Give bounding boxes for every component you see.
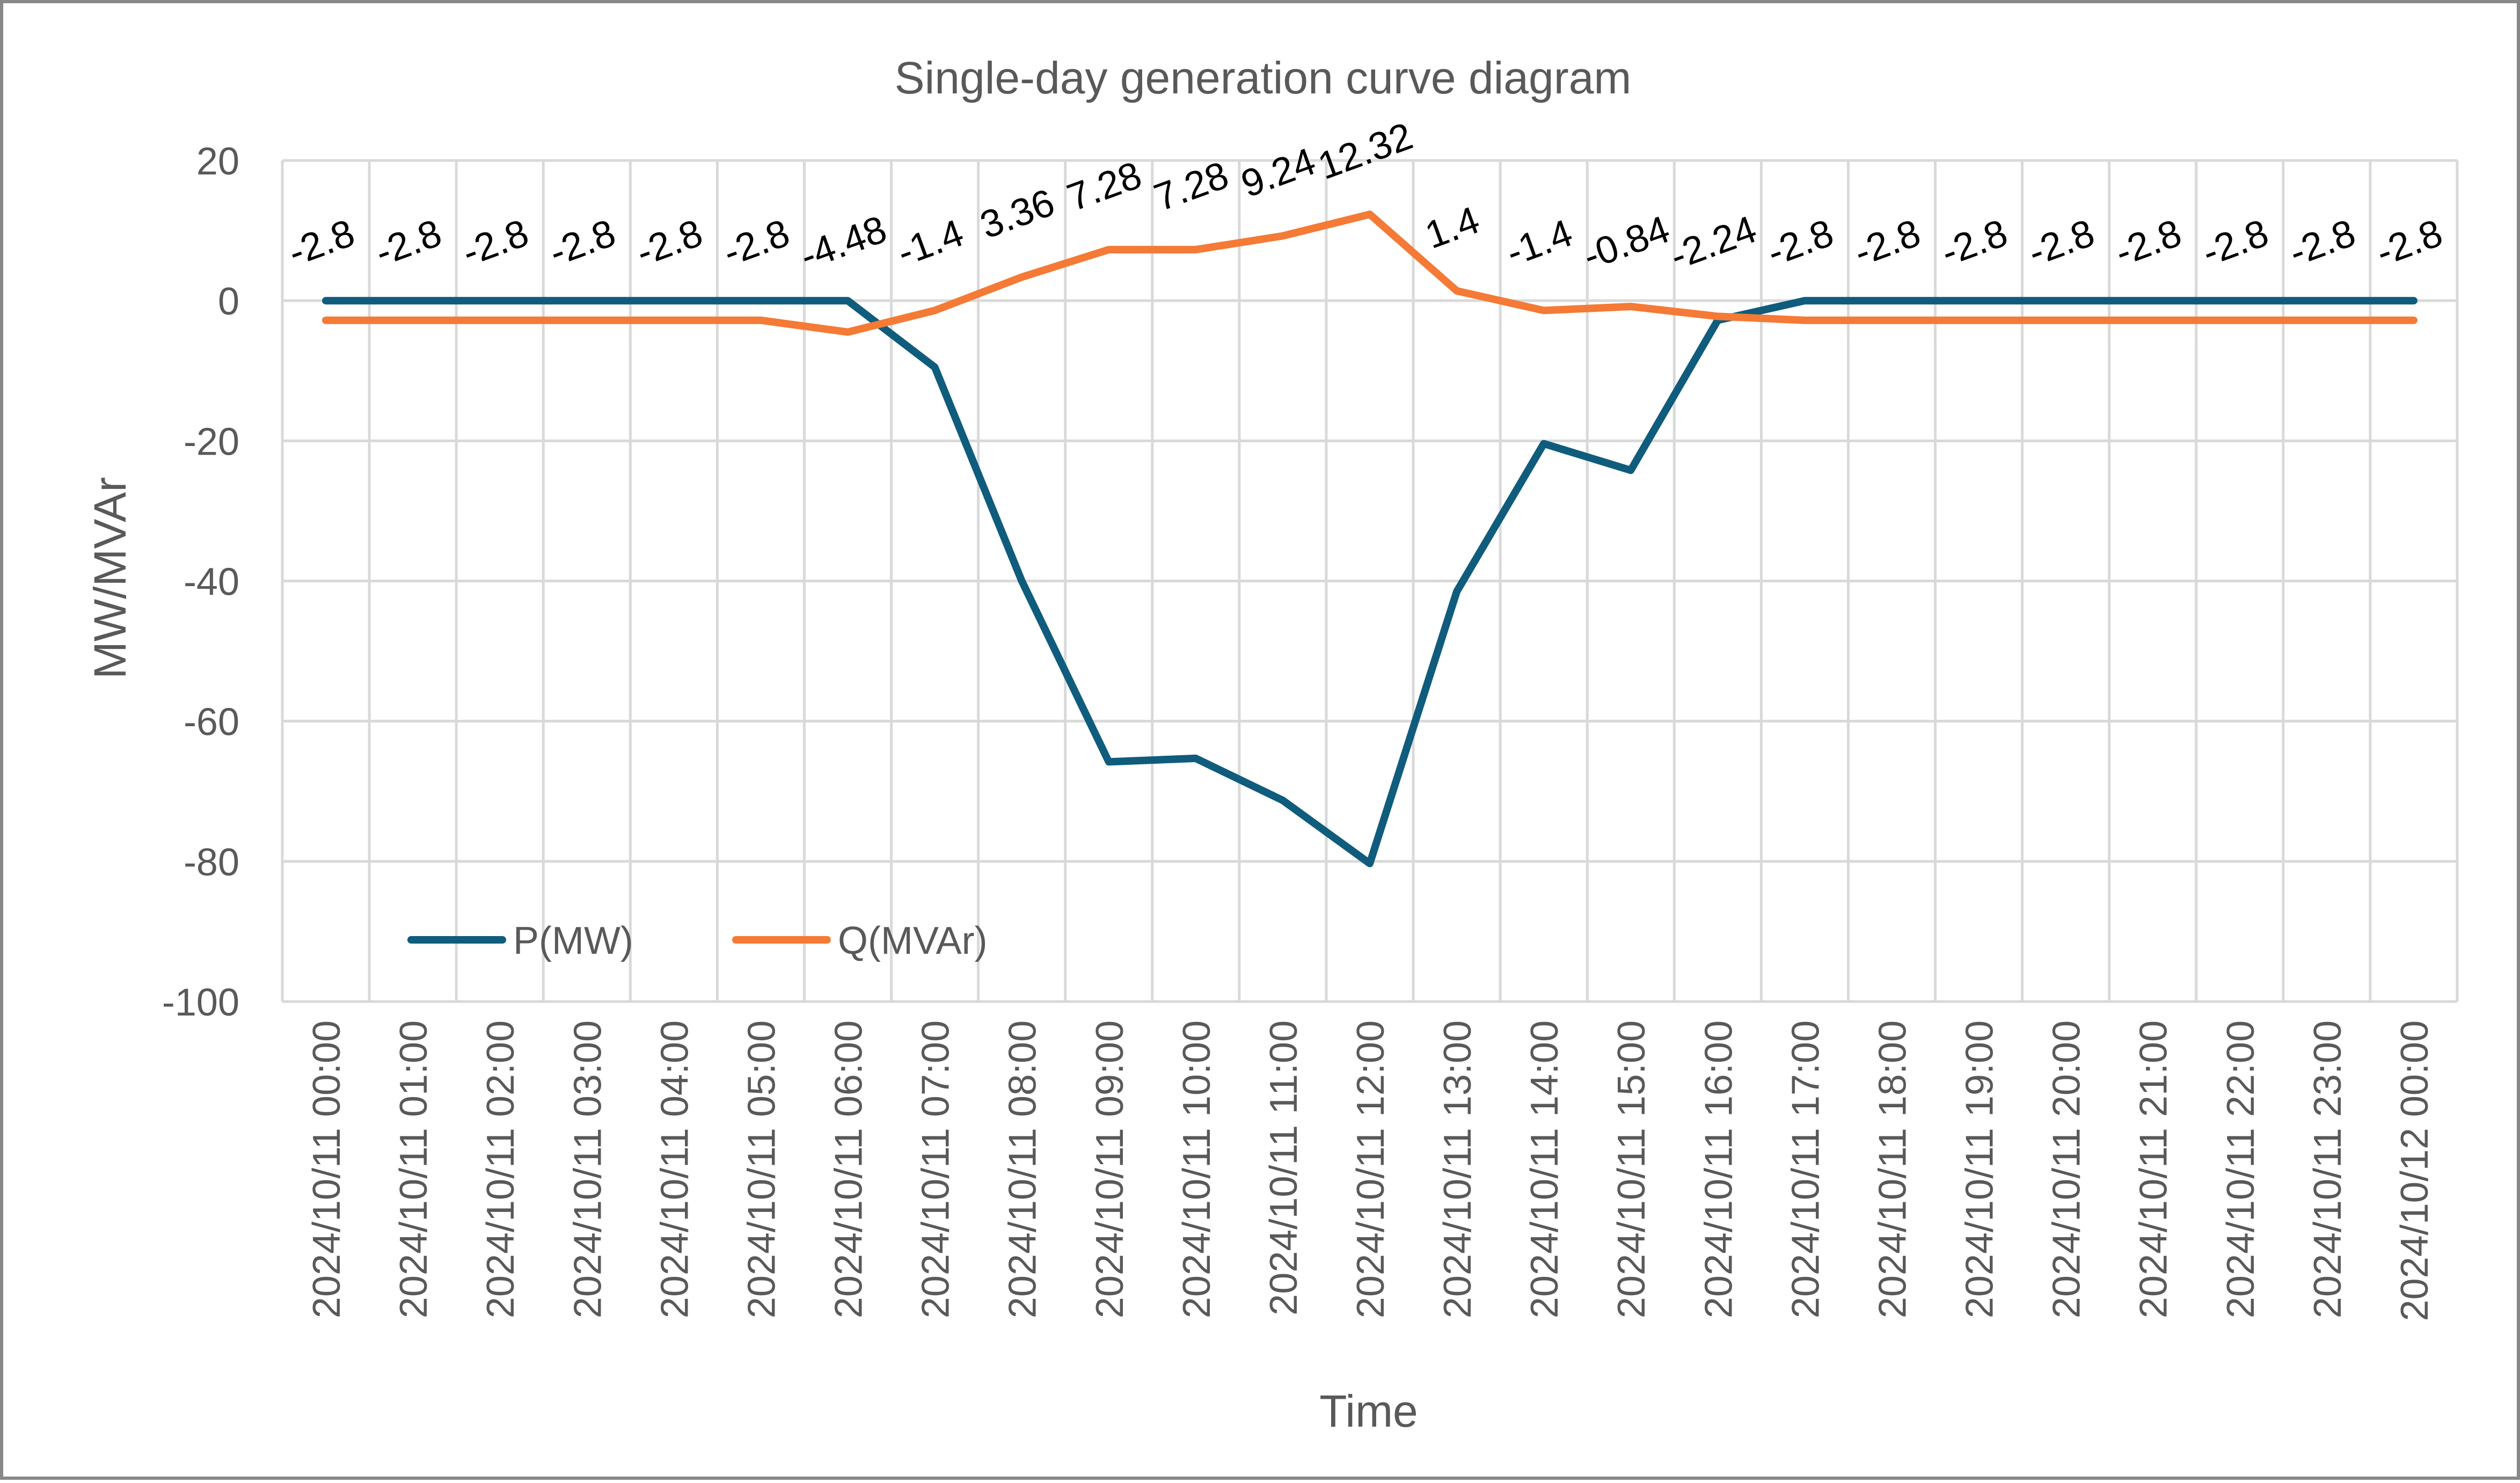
x-tick-labels: 2024/10/11 00:00 2024/10/11 01:00 2024/10/… [305, 1020, 2436, 1321]
q-data-label: -2.8 [1935, 211, 2013, 275]
q-data-label: -1.4 [892, 211, 969, 275]
y-axis-label: MW/MVAr [85, 477, 135, 679]
x-tick-label: 2024/10/11 00:00 [305, 1020, 348, 1318]
q-data-label: -2.8 [718, 211, 795, 275]
q-data-label: -2.8 [283, 211, 360, 275]
x-tick-label: 2024/10/11 08:00 [1002, 1020, 1044, 1318]
x-tick-label: 2024/10/11 21:00 [2132, 1020, 2175, 1318]
x-tick-label: 2024/10/11 20:00 [2046, 1020, 2088, 1318]
x-tick-label: 2024/10/11 16:00 [1697, 1020, 1740, 1318]
q-data-label: 9.24 [1236, 140, 1321, 206]
chart-title: Single-day generation curve diagram [895, 53, 1632, 103]
y-tick-label: -20 [184, 420, 239, 463]
legend-label: P(MW) [513, 919, 633, 962]
y-tick-label: 0 [218, 280, 239, 323]
q-data-label: -0.84 [1577, 208, 1675, 278]
q-data-label: 12.32 [1312, 114, 1418, 188]
x-tick-label: 2024/10/11 07:00 [915, 1020, 958, 1318]
q-data-label: 3.36 [975, 181, 1060, 247]
q-data-label: -2.8 [2110, 211, 2187, 275]
legend-label: Q(MVAr) [838, 919, 988, 962]
y-tick-labels: 20 0 -20 -40 -60 -80 -100 [162, 140, 239, 1024]
q-data-label: -2.24 [1664, 208, 1762, 278]
y-tick-label: 20 [196, 140, 239, 183]
q-data-label: -2.8 [631, 211, 708, 275]
x-tick-label: 2024/10/11 13:00 [1436, 1020, 1479, 1318]
y-tick-label: -80 [184, 841, 239, 884]
gridlines [281, 159, 2459, 1003]
x-tick-label: 2024/10/11 17:00 [1784, 1020, 1827, 1318]
data-labels: -2.8 -2.8 -2.8 -2.8 -2.8 -2.8 -4.48 -1.4 3.36 7.2… [283, 114, 2448, 278]
q-data-label: -4.48 [795, 208, 893, 278]
x-tick-label: 2024/10/11 03:00 [566, 1020, 609, 1318]
x-tick-label: 2024/10/11 10:00 [1175, 1020, 1218, 1318]
x-tick-label: 2024/10/11 19:00 [1959, 1020, 2002, 1318]
series-lines [322, 210, 2417, 867]
q-data-label: -2.8 [2284, 211, 2361, 275]
q-data-label: 1.4 [1420, 199, 1485, 257]
q-data-label: -2.8 [1762, 211, 1839, 275]
x-tick-label: 2024/10/12 00:00 [2393, 1020, 2436, 1321]
q-data-label: -2.8 [2197, 211, 2274, 275]
q-data-label: -2.8 [1849, 211, 1926, 275]
x-axis-label: Time [1319, 1386, 1418, 1436]
x-tick-label: 2024/10/11 22:00 [2219, 1020, 2262, 1318]
x-tick-label: 2024/10/11 04:00 [653, 1020, 696, 1318]
q-data-label: -1.4 [1501, 211, 1578, 275]
x-tick-label: 2024/10/11 09:00 [1089, 1020, 1131, 1318]
legend: P(MW) Q(MVAr) [407, 919, 988, 962]
q-data-label: 7.28 [1062, 154, 1147, 220]
x-tick-label: 2024/10/11 05:00 [740, 1020, 783, 1318]
y-tick-label: -100 [162, 981, 239, 1024]
q-data-label: -2.8 [457, 211, 534, 275]
q-data-label: -2.8 [2022, 211, 2100, 275]
y-tick-label: -60 [184, 701, 239, 744]
y-tick-label: -40 [184, 561, 239, 604]
series-line-q [322, 210, 2417, 336]
q-data-label: -2.8 [2371, 211, 2448, 275]
q-data-label: -2.8 [370, 211, 447, 275]
x-tick-label: 2024/10/11 01:00 [392, 1020, 435, 1318]
x-tick-label: 2024/10/11 06:00 [828, 1020, 871, 1318]
x-tick-label: 2024/10/11 15:00 [1610, 1020, 1653, 1318]
q-data-label: 7.28 [1149, 154, 1234, 220]
x-tick-label: 2024/10/11 23:00 [2306, 1020, 2349, 1318]
x-tick-label: 2024/10/11 02:00 [479, 1020, 522, 1318]
x-tick-label: 2024/10/11 14:00 [1523, 1020, 1566, 1318]
series-line-p [322, 297, 2417, 867]
x-tick-label: 2024/10/11 12:00 [1349, 1020, 1392, 1318]
x-tick-label: 2024/10/11 11:00 [1262, 1020, 1305, 1316]
x-tick-label: 2024/10/11 18:00 [1871, 1020, 1914, 1318]
line-chart: Single-day generation curve diagram MW/M… [85, 53, 2459, 1436]
q-data-label: -2.8 [544, 211, 621, 275]
